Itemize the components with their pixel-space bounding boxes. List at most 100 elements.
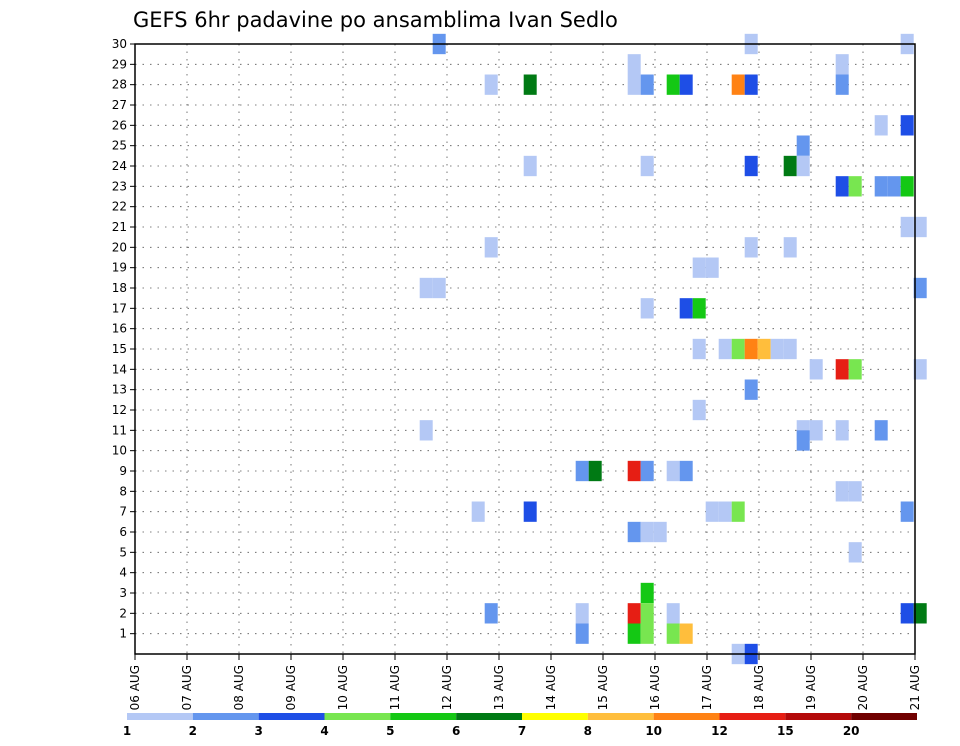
x-tick-label: 07 AUG xyxy=(180,665,194,710)
precip-cell xyxy=(575,623,589,644)
precip-cell xyxy=(900,115,914,136)
y-tick-label: 9 xyxy=(119,464,127,478)
colorbar-segment xyxy=(258,713,325,720)
precip-cell xyxy=(523,501,537,522)
y-tick-label: 5 xyxy=(119,545,127,559)
x-tick-label: 16 AUG xyxy=(648,665,662,710)
y-tick-label: 7 xyxy=(119,505,127,519)
y-tick-label: 28 xyxy=(112,78,127,92)
precip-cell xyxy=(640,603,654,624)
y-tick-label: 25 xyxy=(112,139,127,153)
precip-cell xyxy=(627,460,641,482)
y-tick-label: 26 xyxy=(112,118,127,132)
precip-cell xyxy=(744,237,758,258)
colorbar-segment xyxy=(522,713,588,720)
x-tick-label: 14 AUG xyxy=(544,665,558,710)
precip-cell xyxy=(900,176,914,197)
precip-cell xyxy=(640,521,654,543)
colorbar-segment xyxy=(324,713,391,720)
precip-cell xyxy=(731,74,745,95)
precip-cell xyxy=(783,237,797,258)
precip-cell xyxy=(666,603,680,624)
colorbar-label: 10 xyxy=(645,724,662,738)
x-axis: 06 AUG 07 AUG 08 AUG 09 AUG 10 AUG 11 AUG 12 A… xyxy=(128,654,922,710)
precip-cell xyxy=(874,420,888,441)
precip-cell xyxy=(874,115,888,136)
x-tick-label: 11 AUG xyxy=(388,665,402,710)
precip-cell xyxy=(796,430,810,451)
y-tick-label: 22 xyxy=(112,200,127,214)
precip-cell xyxy=(731,501,745,522)
precip-cell xyxy=(848,359,862,380)
precip-cell xyxy=(627,521,641,543)
precip-cell xyxy=(874,176,888,197)
precip-cell xyxy=(835,420,849,441)
colorbar-segment xyxy=(390,713,457,720)
precip-cell xyxy=(913,603,927,624)
precip-cell xyxy=(666,74,680,95)
colorbar-label: 5 xyxy=(386,724,394,738)
precip-cell xyxy=(692,298,706,319)
x-tick-label: 18 AUG xyxy=(752,665,766,710)
precip-cell xyxy=(809,359,823,380)
precip-cell xyxy=(848,542,862,563)
precip-cell xyxy=(705,501,719,522)
y-tick-label: 4 xyxy=(119,566,127,580)
colorbar-label: 1 xyxy=(123,724,131,738)
precip-cell xyxy=(835,481,849,502)
precip-cell xyxy=(692,257,706,278)
x-tick-label: 10 AUG xyxy=(336,665,350,710)
y-tick-label: 17 xyxy=(112,301,127,315)
precip-cell xyxy=(848,481,862,502)
y-tick-label: 23 xyxy=(112,179,127,193)
y-tick-label: 16 xyxy=(112,322,127,336)
colorbar-segment xyxy=(851,713,917,720)
colorbar-label: 4 xyxy=(320,724,328,738)
colorbar-segment xyxy=(127,713,193,720)
colorbar-segment xyxy=(192,713,259,720)
precip-cell xyxy=(900,216,914,238)
chart-title: GEFS 6hr padavine po ansamblima Ivan Sed… xyxy=(133,8,618,32)
precip-cell xyxy=(679,623,693,644)
precip-cell xyxy=(640,298,654,319)
x-tick-label: 06 AUG xyxy=(128,665,142,710)
precip-cell xyxy=(796,135,810,156)
precip-cell xyxy=(523,155,537,177)
precip-cell xyxy=(484,603,498,624)
precip-cell xyxy=(523,74,537,95)
data-cells xyxy=(419,33,927,665)
precip-cell xyxy=(731,338,745,360)
x-tick-label: 13 AUG xyxy=(492,665,506,710)
colorbar-label: 20 xyxy=(843,724,860,738)
y-tick-label: 1 xyxy=(119,627,127,641)
precip-cell xyxy=(653,521,667,543)
precip-cell xyxy=(627,74,641,95)
y-tick-label: 2 xyxy=(119,606,127,620)
colorbar: 1 2 3 4 5 6 7 8 10 12 15 20 xyxy=(123,713,917,738)
x-tick-label: 19 AUG xyxy=(804,665,818,710)
y-tick-label: 12 xyxy=(112,403,127,417)
precip-cell xyxy=(744,379,758,400)
precip-cell xyxy=(471,501,485,522)
colorbar-segment xyxy=(719,713,786,720)
y-tick-label: 21 xyxy=(112,220,127,234)
colorbar-label: 7 xyxy=(518,724,526,738)
y-tick-label: 8 xyxy=(119,484,127,498)
precip-cell xyxy=(575,603,589,624)
precip-cell xyxy=(809,420,823,441)
y-tick-label: 30 xyxy=(112,37,127,51)
x-tick-label: 08 AUG xyxy=(232,665,246,710)
y-tick-label: 10 xyxy=(112,444,127,458)
y-tick-label: 6 xyxy=(119,525,127,539)
colorbar-label: 2 xyxy=(189,724,197,738)
precip-cell xyxy=(848,176,862,197)
precip-cell xyxy=(640,623,654,644)
precip-cell xyxy=(796,155,810,177)
colorbar-label: 3 xyxy=(254,724,262,738)
precip-cell xyxy=(744,338,758,360)
precip-cell xyxy=(783,155,797,177)
colorbar-label: 12 xyxy=(711,724,728,738)
y-tick-label: 3 xyxy=(119,586,127,600)
